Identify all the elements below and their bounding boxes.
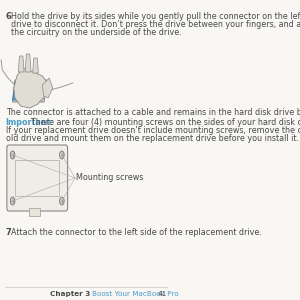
Circle shape: [60, 151, 64, 159]
Polygon shape: [25, 54, 31, 72]
Text: 6: 6: [6, 12, 12, 21]
Text: There are four (4) mounting screws on the sides of your hard disk drive.: There are four (4) mounting screws on th…: [26, 118, 300, 127]
Polygon shape: [13, 80, 46, 102]
Circle shape: [60, 197, 64, 205]
Polygon shape: [18, 56, 24, 72]
Bar: [16, 160, 59, 196]
Polygon shape: [14, 68, 47, 108]
Text: Boost Your MacBook Pro: Boost Your MacBook Pro: [92, 291, 178, 297]
Polygon shape: [42, 78, 53, 98]
Text: old drive and mount them on the replacement drive before you install it.: old drive and mount them on the replacem…: [6, 134, 299, 143]
Text: If your replacement drive doesn’t include mounting screws, remove the ones from : If your replacement drive doesn’t includ…: [6, 126, 300, 135]
Text: The connector is attached to a cable and remains in the hard disk drive bay.: The connector is attached to a cable and…: [6, 108, 300, 117]
Text: the circuitry on the underside of the drive.: the circuitry on the underside of the dr…: [11, 28, 182, 37]
Text: 41: 41: [158, 291, 167, 297]
Polygon shape: [33, 58, 38, 73]
Text: Hold the drive by its sides while you gently pull the connector on the left side: Hold the drive by its sides while you ge…: [11, 12, 300, 21]
FancyBboxPatch shape: [7, 145, 68, 211]
Text: Important:: Important:: [6, 118, 54, 127]
Text: Mounting screws: Mounting screws: [76, 173, 144, 182]
Polygon shape: [13, 82, 21, 100]
Circle shape: [10, 197, 15, 205]
Polygon shape: [28, 208, 40, 216]
Text: drive to disconnect it. Don’t press the drive between your fingers, and avoid to: drive to disconnect it. Don’t press the …: [11, 20, 300, 29]
Text: Attach the connector to the left side of the replacement drive.: Attach the connector to the left side of…: [11, 228, 262, 237]
Text: Chapter 3: Chapter 3: [50, 291, 91, 297]
Circle shape: [10, 151, 15, 159]
Text: 7: 7: [6, 228, 11, 237]
